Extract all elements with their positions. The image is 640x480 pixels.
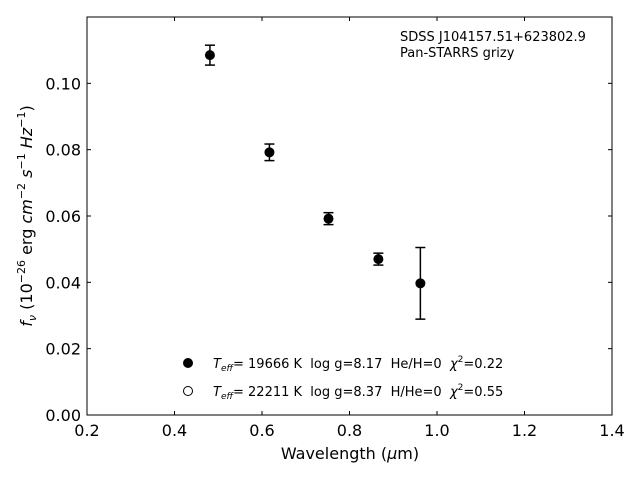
data-point bbox=[204, 50, 215, 61]
x-tick-label: 1.0 bbox=[424, 421, 449, 440]
data-point bbox=[323, 213, 334, 224]
annotation-line2: Pan-STARRS grizy bbox=[400, 46, 515, 61]
legend-entry-1: Teff= 19666 K log g=8.17 He/H=0 χ2=0.22 bbox=[213, 355, 503, 374]
y-tick-label: 0.08 bbox=[45, 141, 81, 160]
data-point bbox=[415, 278, 426, 289]
plot-frame bbox=[86, 16, 613, 416]
x-tick-label: 0.4 bbox=[162, 421, 187, 440]
y-axis-label: fν (10−26 erg cm−2 s−1 Hz−1) bbox=[15, 105, 39, 326]
y-axis: 0.00 0.02 0.04 0.06 0.08 0.10 bbox=[45, 74, 612, 425]
x-axis-label: Wavelength (μm) bbox=[281, 444, 419, 463]
legend-marker-filled bbox=[183, 358, 193, 368]
annotation-line1: SDSS J104157.51+623802.9 bbox=[400, 30, 586, 45]
x-tick-label: 1.4 bbox=[599, 421, 624, 440]
x-tick-label: 0.8 bbox=[337, 421, 362, 440]
y-tick-label: 0.06 bbox=[45, 207, 81, 226]
data-point bbox=[373, 254, 384, 265]
y-tick-label: 0.02 bbox=[45, 340, 81, 359]
legend-entry-2: Teff= 22211 K log g=8.37 H/He=0 χ2=0.55 bbox=[213, 383, 503, 402]
data-points bbox=[204, 44, 426, 320]
x-axis: 0.2 0.4 0.6 0.8 1.0 1.2 1.4 bbox=[74, 17, 625, 440]
y-tick-label: 0.10 bbox=[45, 74, 81, 93]
x-tick-label: 1.2 bbox=[512, 421, 537, 440]
y-tick-label: 0.00 bbox=[45, 406, 81, 425]
y-tick-label: 0.04 bbox=[45, 273, 81, 292]
data-point bbox=[264, 147, 275, 158]
x-tick-label: 0.2 bbox=[74, 421, 99, 440]
x-tick-label: 0.6 bbox=[249, 421, 274, 440]
legend-marker-open bbox=[183, 386, 193, 396]
legend: Teff= 19666 K log g=8.17 He/H=0 χ2=0.22 … bbox=[183, 355, 503, 402]
